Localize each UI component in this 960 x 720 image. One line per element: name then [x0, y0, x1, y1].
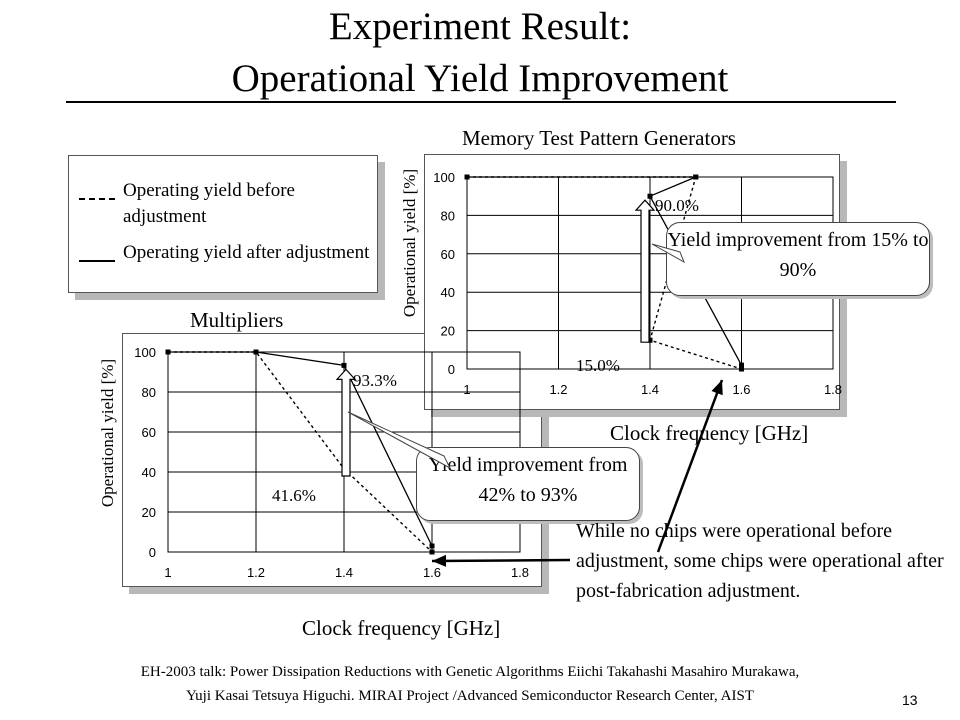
slide-title-line-2: Operational Yield Improvement: [231, 57, 729, 100]
memory-y-tick-label: 100: [433, 170, 455, 185]
note-arrow-to-memory-chart-head: [711, 380, 723, 396]
multipliers-yield-callout: Yield improvement from 42% to 93%: [416, 447, 640, 521]
memory-x-tick-label: 1.6: [732, 382, 750, 397]
footer-citation-line-2: Yuji Kasai Tetsuya Higuchi. MIRAI Projec…: [186, 688, 754, 704]
memory-improvement-arrow: [634, 199, 656, 343]
memory-x-tick-label: 1.2: [549, 382, 567, 397]
memory-callout-pointer: [651, 243, 685, 264]
multipliers-x-axis-label: Clock frequency [GHz]: [302, 616, 501, 640]
multipliers-solid-point: [165, 349, 171, 355]
legend-after-label: Operating yield after adjustment: [123, 242, 370, 263]
title-underline: [66, 101, 896, 103]
memory-y-tick-label: 0: [448, 362, 455, 377]
memory-y-tick-label: 80: [441, 208, 455, 223]
multipliers-chart-title: Multipliers: [190, 308, 284, 332]
multipliers-x-tick-label: 1.6: [423, 565, 441, 580]
memory-before-value-label: 15.0%: [576, 356, 620, 375]
multipliers-improvement-arrow: [335, 368, 357, 477]
memory-dashed-point: [647, 337, 653, 343]
memory-x-tick-label: 1.4: [641, 382, 659, 397]
multipliers-y-tick-label: 60: [142, 425, 156, 440]
memory-dashed-point: [739, 366, 744, 372]
multipliers-y-tick-label: 20: [142, 505, 156, 520]
multipliers-after-value-label: 93.3%: [353, 371, 397, 390]
multipliers-solid-point: [429, 543, 435, 549]
memory-y-tick-label: 20: [441, 324, 455, 339]
slide-title-line-1: Experiment Result:: [328, 5, 632, 48]
multipliers-solid-point: [341, 362, 347, 368]
memory-after-value-label: 90.0%: [655, 196, 699, 215]
multipliers-x-tick-label: 1.8: [511, 565, 529, 580]
multipliers-y-tick-label: 0: [149, 545, 156, 560]
page-number: 13: [902, 692, 918, 708]
memory-solid-point: [464, 174, 470, 180]
multipliers-y-tick-label: 100: [134, 345, 156, 360]
legend-dashed-line: [79, 198, 115, 200]
memory-x-tick-label: 1: [463, 382, 470, 397]
multipliers-x-tick-label: 1.4: [335, 565, 353, 580]
multipliers-solid-series-line: [168, 351, 433, 547]
multipliers-x-tick-label: 1.2: [247, 565, 265, 580]
multipliers-x-tick-label: 1: [164, 565, 171, 580]
legend-solid-line: [79, 260, 115, 262]
memory-yield-callout: Yield improvement from 15% to 90%: [666, 222, 930, 296]
memory-y-tick-label: 60: [441, 247, 455, 262]
memory-y-tick-label: 40: [441, 285, 455, 300]
multipliers-dashed-point: [429, 549, 435, 555]
memory-solid-point: [647, 193, 653, 199]
multipliers-solid-point: [253, 349, 259, 355]
legend-before-label: Operating yield before adjustment: [123, 180, 295, 227]
multipliers-y-tick-label: 80: [142, 385, 156, 400]
note-arrow-to-multipliers-chart-head: [432, 554, 447, 567]
multipliers-callout-pointer: [347, 411, 452, 470]
memory-x-axis-label: Clock frequency [GHz]: [610, 421, 809, 445]
note-arrow-to-memory-chart-shaft: [656, 379, 724, 553]
multipliers-before-value-label: 41.6%: [272, 486, 316, 505]
footer-citation-line-1: EH-2003 talk: Power Dissipation Reductio…: [140, 664, 800, 680]
memory-chart-title: Memory Test Pattern Generators: [462, 126, 736, 150]
note-arrow-to-multipliers-chart-shaft: [431, 558, 571, 563]
memory-x-tick-label: 1.8: [824, 382, 842, 397]
memory-solid-point: [739, 362, 744, 368]
multipliers-y-tick-label: 40: [142, 465, 156, 480]
explanation-note: While no chips were operational before a…: [576, 520, 944, 602]
memory-solid-point: [693, 174, 699, 180]
legend-box: Operating yield before adjustment Operat…: [68, 155, 378, 293]
